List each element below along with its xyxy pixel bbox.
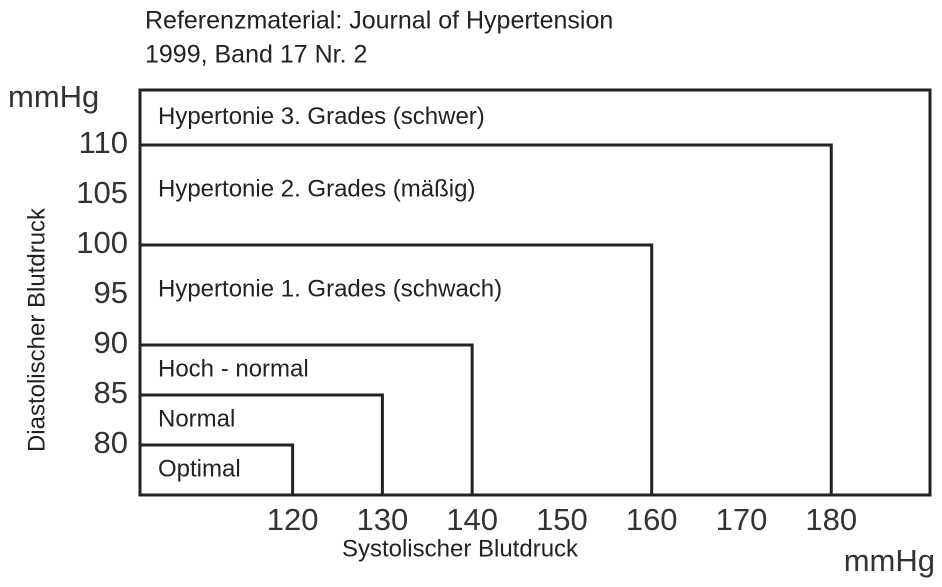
x-unit: mmHg <box>844 543 935 578</box>
region-boundary <box>140 393 384 495</box>
region-label: Hoch - normal <box>158 355 309 382</box>
x-tick-label: 170 <box>716 502 768 537</box>
region-boundary <box>140 343 474 495</box>
x-tick-label: 120 <box>267 502 319 537</box>
x-axis-label: Systolischer Blutdruck <box>342 535 579 562</box>
x-tick-label: 130 <box>357 502 409 537</box>
y-tick-label: 80 <box>94 425 128 460</box>
region-boundary <box>140 143 833 495</box>
y-unit: mmHg <box>8 79 99 114</box>
x-tick-label: 150 <box>536 502 588 537</box>
region-boundary <box>140 443 295 495</box>
region-label: Hypertonie 2. Grades (mäßig) <box>158 175 475 202</box>
x-tick-label: 180 <box>805 502 857 537</box>
region-label: Optimal <box>158 455 241 482</box>
region-label: Hypertonie 3. Grades (schwer) <box>158 103 485 130</box>
y-tick-label: 105 <box>76 175 128 210</box>
region-label: Hypertonie 1. Grades (schwach) <box>158 275 502 302</box>
chart-title: Referenzmaterial: Journal of Hypertensio… <box>145 7 613 35</box>
region-boundary <box>140 243 654 495</box>
x-tick-label: 160 <box>626 502 678 537</box>
region-label: Normal <box>158 405 235 432</box>
y-tick-label: 90 <box>94 325 128 360</box>
y-tick-label: 110 <box>79 125 128 160</box>
y-tick-label: 100 <box>76 225 128 260</box>
y-tick-label: 85 <box>94 375 128 410</box>
x-tick-label: 140 <box>446 502 498 537</box>
chart-subtitle: 1999, Band 17 Nr. 2 <box>145 41 367 69</box>
y-tick-label: 95 <box>94 275 128 310</box>
y-axis-label: Diastolischer Blutdruck <box>23 207 50 452</box>
plot-frame <box>138 88 932 497</box>
